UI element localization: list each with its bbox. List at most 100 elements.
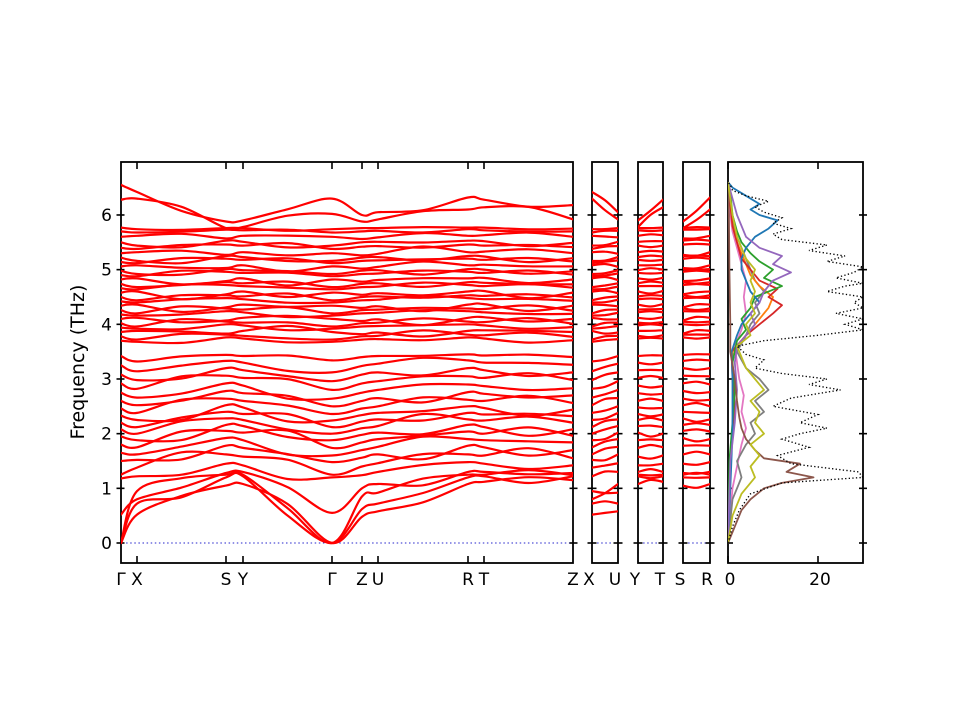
partial-dos-curve bbox=[728, 182, 783, 544]
kpath-label: Y bbox=[237, 570, 249, 590]
phonon-band-segment bbox=[638, 229, 663, 233]
phonon-band-segment bbox=[638, 384, 663, 389]
phonon-band-segment bbox=[638, 412, 663, 418]
phonon-band bbox=[121, 422, 573, 443]
phonon-band-segment bbox=[592, 240, 618, 247]
phonon-band-segment bbox=[638, 462, 663, 467]
phonon-band-segment bbox=[592, 311, 618, 317]
phonon-band-segment bbox=[592, 256, 618, 263]
phonon-band-segment bbox=[592, 371, 618, 382]
partial-dos-curve bbox=[728, 181, 792, 544]
phonon-band-segment bbox=[592, 482, 618, 501]
phonon-band-segment bbox=[683, 196, 710, 223]
y-tick-label: 2 bbox=[101, 425, 112, 445]
phonon-band-segment bbox=[592, 329, 618, 335]
phonon-band-segment bbox=[683, 417, 710, 423]
phonon-band-segment bbox=[592, 324, 618, 330]
phonon-band-segment bbox=[683, 307, 710, 312]
phonon-band-segment bbox=[638, 276, 663, 281]
phonon-band-segment bbox=[638, 473, 663, 477]
phonon-band-segment bbox=[638, 249, 663, 254]
phonon-band-segment bbox=[638, 406, 663, 410]
phonon-band-segment bbox=[638, 310, 663, 314]
y-tick-label: 0 bbox=[101, 534, 112, 554]
phonon-band-segment bbox=[683, 461, 710, 466]
kpath-label: U bbox=[372, 570, 384, 590]
phonon-band-segment bbox=[592, 424, 618, 435]
phonon-band-segment bbox=[683, 401, 710, 408]
phonon-band bbox=[121, 225, 573, 232]
phonon-band-segment bbox=[638, 354, 663, 358]
phonon-band bbox=[121, 324, 573, 338]
phonon-band bbox=[121, 410, 573, 429]
phonon-band-segment bbox=[638, 468, 663, 473]
phonon-band-segment bbox=[592, 197, 618, 221]
partial-dos-curve bbox=[728, 182, 783, 544]
phonon-band-segment bbox=[592, 245, 618, 250]
phonon-band-segment bbox=[592, 405, 618, 414]
phonon-band-segment bbox=[592, 229, 618, 234]
phonon-band-segment bbox=[683, 242, 710, 246]
phonon-band-segment bbox=[638, 323, 663, 327]
y-tick-label: 3 bbox=[101, 370, 112, 390]
total-dos-curve bbox=[728, 181, 863, 544]
phonon-band-segment bbox=[592, 354, 618, 363]
phonon-band-segment bbox=[638, 475, 663, 480]
y-tick-label: 4 bbox=[101, 315, 112, 335]
phonon-band-segment bbox=[683, 228, 710, 231]
phonon-band-segment bbox=[638, 431, 663, 438]
phonon-band-segment bbox=[592, 510, 618, 516]
phonon-band-segment bbox=[592, 269, 618, 276]
phonon-band-segment bbox=[638, 294, 663, 298]
phonon-band-segment bbox=[592, 289, 618, 295]
phonon-band-segment bbox=[592, 275, 618, 282]
phonon-band bbox=[121, 241, 573, 251]
phonon-band-segment bbox=[638, 280, 663, 285]
phonon-band-segment bbox=[592, 453, 618, 462]
kpath-label: Z bbox=[567, 570, 579, 590]
side-panel-border-3 bbox=[682, 161, 711, 564]
phonon-band-segment bbox=[638, 226, 663, 230]
kpath-label: Γ bbox=[327, 570, 337, 590]
kpath-label: Z bbox=[356, 570, 368, 590]
phonon-band-segment bbox=[638, 307, 663, 311]
phonon-band-segment bbox=[683, 290, 710, 296]
kpath-label: T bbox=[478, 570, 490, 590]
phonon-band-segment bbox=[592, 234, 618, 239]
phonon-band-segment bbox=[592, 418, 618, 429]
phonon-band bbox=[121, 197, 573, 231]
phonon-band-segment bbox=[683, 320, 710, 324]
phonon-band-segment bbox=[592, 462, 618, 469]
phonon-band bbox=[121, 329, 573, 341]
phonon-band bbox=[121, 336, 573, 345]
phonon-band-segment bbox=[683, 323, 710, 327]
phonon-band-segment bbox=[592, 411, 618, 422]
dos-x-tick-label: 20 bbox=[809, 570, 831, 590]
phonon-band bbox=[121, 256, 573, 265]
y-tick-label: 6 bbox=[101, 206, 112, 226]
phonon-band-segment bbox=[683, 277, 710, 283]
phonon-band bbox=[121, 471, 573, 545]
dos-panel-border bbox=[727, 161, 864, 564]
phonon-band-segment bbox=[638, 198, 663, 222]
phonon-band bbox=[121, 304, 573, 315]
kpath-label: U bbox=[609, 570, 621, 590]
phonon-band-segment bbox=[638, 289, 663, 295]
phonon-band bbox=[121, 254, 573, 265]
phonon-band bbox=[121, 269, 573, 278]
phonon-band-segment bbox=[683, 367, 710, 371]
phonon-band-segment bbox=[592, 438, 618, 449]
phonon-band bbox=[121, 322, 573, 332]
phonon-band-segment bbox=[683, 208, 710, 230]
phonon-band bbox=[121, 228, 573, 234]
phonon-band bbox=[121, 231, 573, 241]
phonon-band bbox=[121, 366, 573, 383]
phonon-band-segment bbox=[638, 478, 663, 486]
phonon-band bbox=[121, 260, 573, 273]
y-tick-label: 5 bbox=[101, 261, 112, 281]
phonon-band-segment bbox=[592, 308, 618, 315]
phonon-band bbox=[121, 447, 573, 476]
phonon-band-segment bbox=[592, 316, 618, 321]
